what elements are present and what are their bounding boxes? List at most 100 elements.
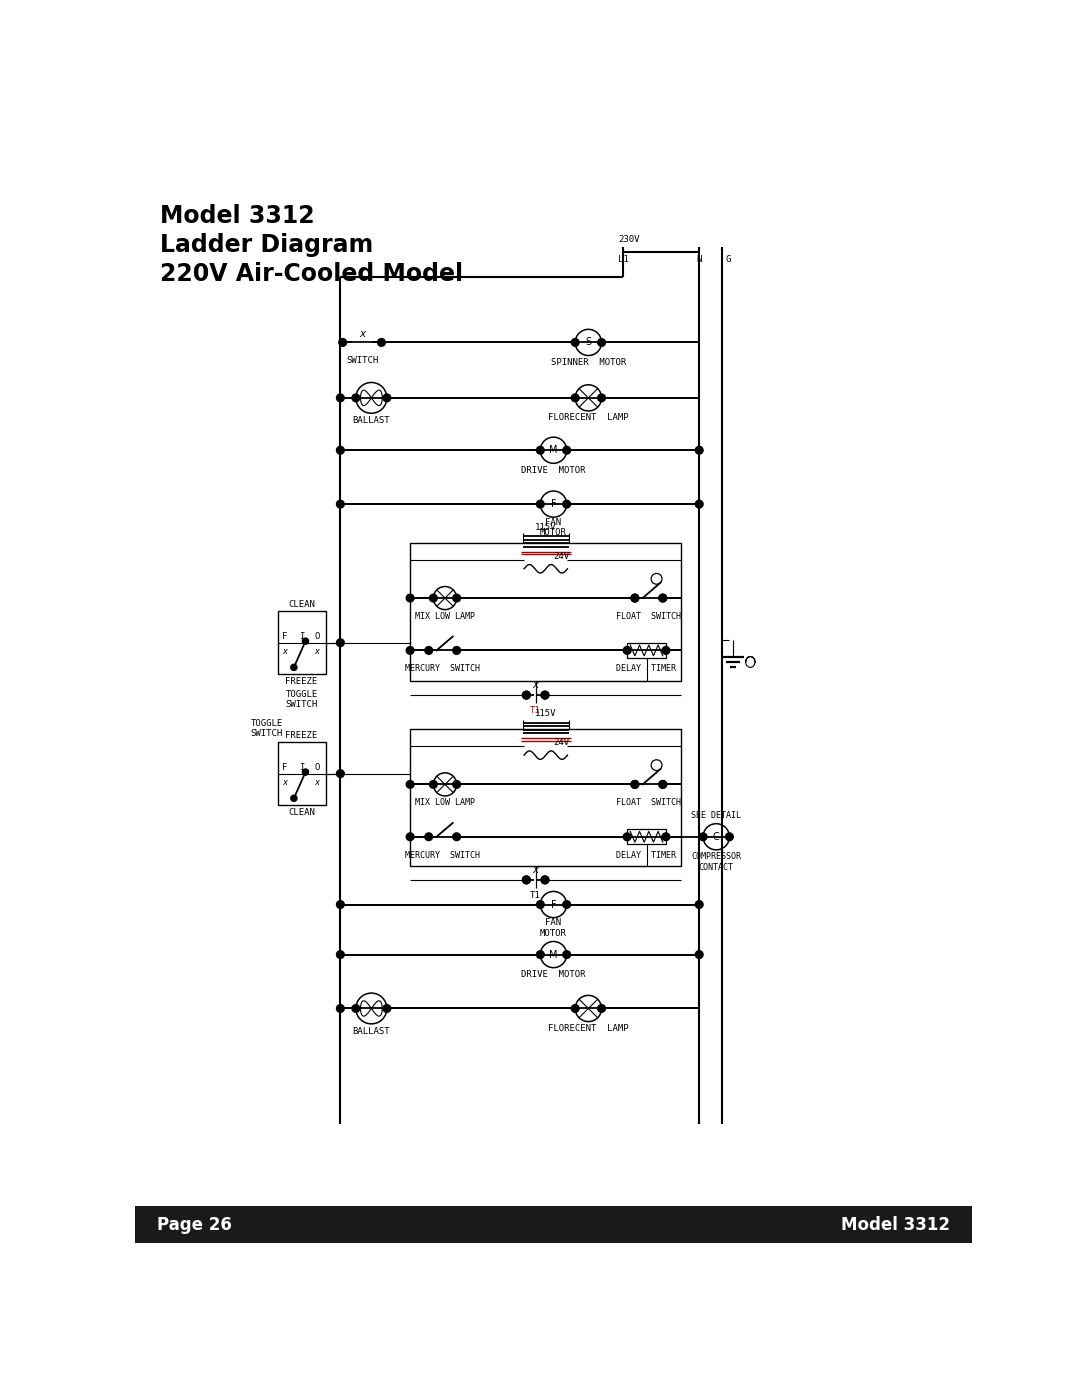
Circle shape (696, 447, 703, 454)
Text: DRIVE  MOTOR: DRIVE MOTOR (522, 970, 585, 979)
Circle shape (571, 394, 579, 402)
FancyBboxPatch shape (135, 1207, 972, 1243)
Text: O: O (314, 763, 320, 773)
Text: DELAY  TIMER: DELAY TIMER (617, 665, 676, 673)
Circle shape (523, 692, 530, 698)
Text: SPINNER  MOTOR: SPINNER MOTOR (551, 358, 626, 367)
Circle shape (563, 951, 570, 958)
Circle shape (352, 1004, 360, 1013)
Circle shape (659, 594, 666, 602)
Text: MIX LOW LAMP: MIX LOW LAMP (415, 798, 475, 807)
Circle shape (571, 338, 579, 346)
Circle shape (291, 665, 297, 671)
Text: x: x (282, 778, 287, 788)
Text: FREEZE: FREEZE (285, 731, 318, 740)
Text: CLEAN: CLEAN (288, 807, 315, 816)
Circle shape (453, 833, 460, 841)
Circle shape (537, 901, 544, 908)
Circle shape (623, 833, 631, 841)
Circle shape (424, 833, 433, 841)
Circle shape (383, 1004, 391, 1013)
Text: TOGGLE
SWITCH: TOGGLE SWITCH (285, 690, 318, 710)
Circle shape (541, 692, 549, 698)
Circle shape (541, 876, 549, 884)
Circle shape (302, 638, 309, 644)
Circle shape (597, 1004, 606, 1013)
Text: Page 26: Page 26 (157, 1215, 231, 1234)
Text: MERCURY  SWITCH: MERCURY SWITCH (405, 665, 481, 673)
Circle shape (378, 338, 386, 346)
Circle shape (631, 781, 638, 788)
Circle shape (631, 781, 638, 788)
Circle shape (571, 1004, 579, 1013)
Text: TOGGLE
SWITCH: TOGGLE SWITCH (251, 719, 283, 738)
Circle shape (696, 901, 703, 908)
Text: SWITCH: SWITCH (346, 355, 378, 365)
Circle shape (337, 638, 345, 647)
Text: FREEZE: FREEZE (285, 676, 318, 686)
Circle shape (523, 876, 530, 884)
Circle shape (726, 833, 733, 841)
Text: x: x (314, 778, 320, 788)
Circle shape (337, 394, 345, 402)
Text: x: x (314, 647, 320, 657)
Text: FLORECENT  LAMP: FLORECENT LAMP (548, 1024, 629, 1032)
Text: DELAY  TIMER: DELAY TIMER (617, 851, 676, 859)
Text: 24V: 24V (554, 739, 569, 747)
Text: 24V: 24V (554, 552, 569, 562)
Text: I: I (299, 763, 305, 773)
Circle shape (537, 951, 544, 958)
Circle shape (337, 951, 345, 958)
Circle shape (563, 447, 570, 454)
Circle shape (339, 338, 347, 346)
Text: BALLAST: BALLAST (352, 416, 390, 425)
Circle shape (424, 647, 433, 654)
Circle shape (696, 500, 703, 509)
Circle shape (631, 594, 638, 602)
Text: COMPRESSOR
CONTACT: COMPRESSOR CONTACT (691, 852, 741, 872)
Circle shape (523, 876, 530, 884)
Text: FAN
MOTOR: FAN MOTOR (540, 518, 567, 538)
Circle shape (337, 447, 345, 454)
Text: 115V: 115V (535, 522, 556, 532)
Circle shape (406, 781, 414, 788)
Circle shape (453, 781, 460, 788)
Circle shape (406, 647, 414, 654)
Text: M: M (550, 950, 557, 960)
Text: x: x (532, 680, 539, 690)
Text: F: F (282, 763, 287, 773)
Circle shape (430, 781, 437, 788)
Circle shape (352, 394, 360, 402)
Text: 115V: 115V (535, 710, 556, 718)
Text: F: F (551, 499, 556, 509)
Text: Model 3312: Model 3312 (160, 204, 314, 228)
Circle shape (623, 647, 631, 654)
Circle shape (430, 594, 437, 602)
Circle shape (659, 781, 666, 788)
Circle shape (537, 447, 544, 454)
Text: x: x (532, 865, 539, 876)
Text: 230V: 230V (619, 235, 640, 244)
Text: BALLAST: BALLAST (352, 1027, 390, 1037)
Circle shape (337, 500, 345, 509)
Text: FLOAT  SWITCH: FLOAT SWITCH (617, 798, 681, 807)
Circle shape (563, 500, 570, 509)
Text: T1: T1 (530, 705, 541, 715)
Circle shape (302, 768, 309, 775)
Circle shape (631, 594, 638, 602)
Circle shape (406, 594, 414, 602)
Text: S: S (585, 338, 592, 348)
Circle shape (337, 901, 345, 908)
Circle shape (659, 781, 666, 788)
Text: I: I (299, 631, 305, 641)
Text: C: C (713, 831, 719, 842)
Text: CLEAN: CLEAN (288, 599, 315, 609)
Text: Model 3312: Model 3312 (841, 1215, 950, 1234)
Circle shape (541, 876, 549, 884)
Circle shape (563, 901, 570, 908)
Circle shape (523, 692, 530, 698)
Circle shape (453, 647, 460, 654)
Text: MIX LOW LAMP: MIX LOW LAMP (415, 612, 475, 620)
Circle shape (291, 795, 297, 802)
Text: O: O (314, 631, 320, 641)
